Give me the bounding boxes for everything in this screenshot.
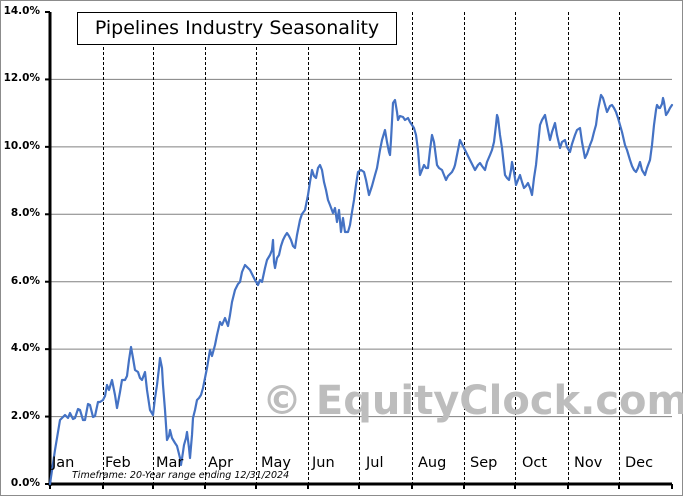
month-label-jun: Jun — [312, 455, 335, 471]
month-separators — [103, 12, 620, 484]
y-tick-label: 6.0% — [10, 275, 40, 287]
watermark: © EquityClock.com — [262, 378, 683, 424]
y-tick-label: 4.0% — [10, 342, 40, 354]
month-label-mar: Mar — [156, 455, 184, 471]
seasonality-line — [48, 93, 674, 486]
month-label-sep: Sep — [470, 455, 498, 471]
y-tick-label: 0.0% — [10, 477, 40, 489]
y-tick-label: 14.0% — [3, 5, 40, 17]
axes — [45, 11, 673, 489]
month-label-nov: Nov — [574, 455, 603, 471]
month-label-jul: Jul — [366, 455, 384, 471]
month-label-feb: Feb — [105, 455, 131, 471]
y-tick-label: 12.0% — [3, 72, 40, 84]
month-label-apr: Apr — [208, 455, 234, 471]
y-tick-label: 2.0% — [10, 410, 40, 422]
y-tick-label: 10.0% — [3, 140, 40, 152]
y-tick-label: 8.0% — [10, 207, 40, 219]
month-label-jan: Jan — [52, 455, 75, 471]
timeframe-note: Timeframe: 20-Year range ending 12/31/20… — [72, 470, 290, 481]
chart-title: Pipelines Industry Seasonality — [77, 12, 397, 45]
month-label-may: May — [261, 455, 291, 471]
month-label-oct: Oct — [522, 455, 548, 471]
month-label-dec: Dec — [625, 455, 654, 471]
month-label-aug: Aug — [418, 455, 447, 471]
